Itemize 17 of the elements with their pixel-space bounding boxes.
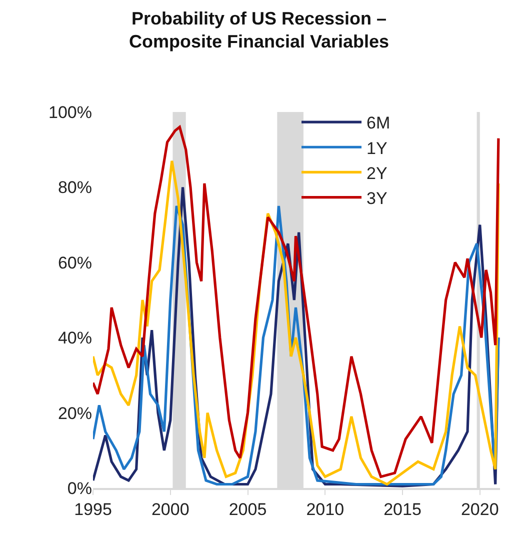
chart-title: Probability of US Recession – Composite Financial Variables [128, 8, 390, 52]
y-tick-label: 100% [48, 102, 92, 122]
y-tick-label: 80% [58, 178, 92, 198]
x-tick-label: 2010 [306, 500, 344, 520]
y-tick-label: 60% [58, 253, 92, 272]
legend-label: 3Y [366, 188, 388, 208]
legend-label: 2Y [366, 164, 388, 183]
y-tick-label: 20% [58, 404, 92, 423]
legend-label: 6M [366, 114, 390, 133]
y-tick-label: 40% [58, 328, 92, 348]
x-tick-label: 1995 [74, 500, 112, 520]
x-tick-label: 2015 [384, 500, 422, 520]
legend-label: 1Y [366, 138, 388, 158]
x-tick-label: 2000 [151, 500, 190, 520]
y-tick-label: 0% [67, 478, 92, 498]
x-tick-label: 2020 [460, 500, 499, 520]
x-tick-label: 2005 [228, 500, 267, 520]
